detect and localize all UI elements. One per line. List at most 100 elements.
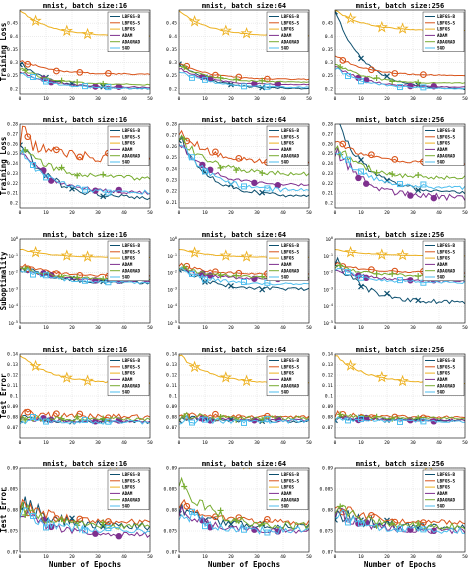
- x-tick-label: 40: [280, 210, 286, 216]
- legend-label: SGD: [281, 504, 289, 510]
- x-axis-label: Number of Epochs: [364, 560, 436, 569]
- legend-label: ADAGRAD: [122, 383, 141, 389]
- series-marker: [337, 503, 344, 510]
- series-marker: [82, 186, 88, 193]
- series-marker: [373, 74, 380, 81]
- axes-frame: [334, 353, 466, 439]
- x-axis-label: Number of Epochs: [49, 560, 121, 569]
- axes-frame: [178, 353, 310, 439]
- legend-label: LBFGS-B: [281, 243, 300, 249]
- y-tick-label: 0.26: [166, 144, 177, 150]
- legend-label: ADAGRAD: [122, 497, 141, 503]
- x-tick-label: 40: [436, 440, 442, 446]
- series-marker: [100, 415, 107, 422]
- series-marker: [202, 168, 208, 175]
- legend-label: ADAM: [281, 147, 292, 153]
- series-marker: [115, 533, 123, 540]
- x-tick-label: 50: [306, 210, 312, 216]
- x-tick-label: 30: [410, 440, 416, 446]
- series-marker: [189, 270, 195, 277]
- series-marker: [420, 71, 427, 78]
- series-line-sgd: [20, 506, 150, 535]
- legend-label: LBFGS-B: [437, 358, 456, 364]
- x-tick-label: 20: [228, 440, 234, 446]
- chart-title: mnist, batch size:64: [202, 460, 286, 468]
- series-line-adagrad: [20, 414, 150, 423]
- series-marker: [40, 167, 47, 174]
- axes-frame: [19, 123, 151, 209]
- y-tick-label: 0.3: [325, 60, 333, 66]
- x-tick-label: 30: [254, 96, 260, 102]
- legend-box: [107, 125, 150, 166]
- x-tick-label: 0: [178, 96, 181, 102]
- series-marker: [240, 374, 253, 387]
- x-tick-label: 0: [334, 325, 337, 331]
- series-marker: [105, 84, 112, 91]
- legend-label: SGD: [437, 504, 445, 510]
- x-axis-label: Number of Epochs: [208, 560, 280, 569]
- series-marker: [355, 74, 362, 82]
- x-tick-label: 40: [121, 96, 127, 102]
- x-tick-label: 30: [410, 554, 416, 560]
- x-tick-label: 50: [306, 554, 312, 560]
- series-line-sgd: [335, 268, 465, 285]
- series-marker: [58, 164, 65, 171]
- series-marker: [363, 180, 370, 187]
- legend-label: ADAM: [437, 33, 448, 39]
- legend-label: ADAM: [281, 377, 292, 383]
- legend-label: LBFGS: [122, 256, 135, 262]
- series-line-sgd: [20, 416, 150, 425]
- legend-label: SGD: [122, 275, 130, 281]
- y-tick-label: 0.07: [7, 425, 18, 431]
- y-tick-label: 0.08: [166, 415, 177, 421]
- series-marker: [92, 530, 99, 537]
- legend-label: SGD: [437, 46, 445, 52]
- x-tick-label: 50: [462, 554, 468, 560]
- series-line-sgd: [20, 267, 150, 285]
- y-tick-label: 10-4: [8, 303, 18, 310]
- x-tick-label: 10: [358, 325, 364, 331]
- y-tick-label: 0.07: [322, 550, 333, 556]
- series-marker: [74, 413, 81, 420]
- x-tick-label: 0: [178, 554, 181, 560]
- series-marker: [415, 171, 422, 178]
- series-marker: [346, 454, 356, 463]
- series-marker: [100, 171, 107, 178]
- x-tick-label: 10: [202, 325, 208, 331]
- chart-panel: mnist, batch size:16 0.07 0.08 0.09 0.1 0.11 0…: [0, 346, 153, 446]
- y-tick-label: 0.08: [322, 508, 333, 514]
- x-tick-label: 10: [358, 96, 364, 102]
- series-marker: [74, 79, 81, 86]
- series-line-sgd: [179, 144, 309, 193]
- legend-label: ADAGRAD: [122, 268, 141, 274]
- series-marker: [259, 189, 266, 196]
- y-tick-label: 0.14: [7, 352, 18, 358]
- legend-box: [107, 355, 150, 396]
- legend-label: LBFGS-B: [437, 243, 456, 249]
- series-marker: [183, 502, 191, 510]
- series-marker: [43, 272, 49, 279]
- y-tick-label: 0.085: [163, 487, 177, 493]
- y-tick-label: 0.23: [322, 171, 333, 177]
- series-line-sgd: [20, 72, 150, 90]
- series-marker: [397, 84, 403, 91]
- axes-frame: [334, 467, 466, 553]
- legend-label: ADAGRAD: [437, 39, 456, 45]
- series-line-adagrad: [179, 134, 309, 177]
- y-tick-label: 10-2: [323, 270, 333, 277]
- chart-panel: mnist, batch size:6410010-110-210-310-41…: [167, 231, 312, 331]
- series-marker: [81, 27, 94, 40]
- axes-frame: [334, 238, 466, 324]
- x-tick-label: 0: [334, 554, 337, 560]
- series-marker: [105, 189, 112, 196]
- series-marker: [384, 290, 390, 297]
- x-tick-label: 10: [202, 440, 208, 446]
- y-tick-label: 0.1: [169, 394, 177, 400]
- y-tick-label: 0.23: [7, 171, 18, 177]
- series-marker: [202, 76, 208, 83]
